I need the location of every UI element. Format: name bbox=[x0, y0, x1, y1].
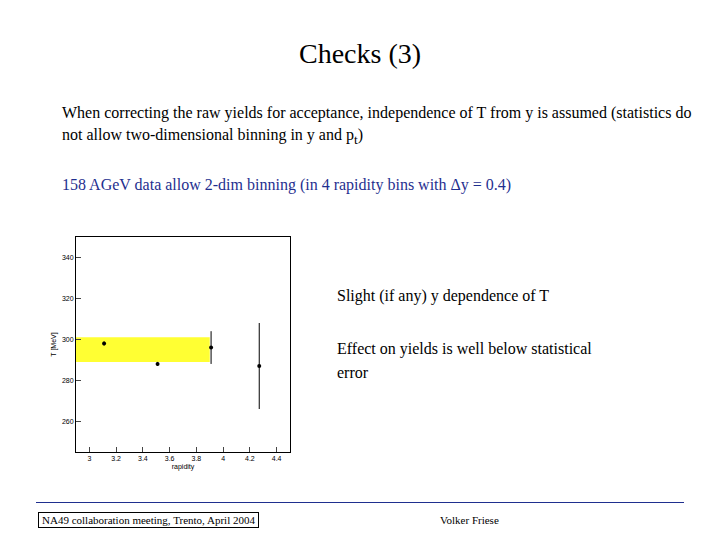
svg-text:280: 280 bbox=[62, 377, 74, 384]
html-text:Effect on yields is well below: Effect on yields is well below statistic… bbox=[337, 340, 592, 381]
svg-text:4: 4 bbox=[221, 455, 225, 462]
svg-text:3: 3 bbox=[87, 455, 91, 462]
html-text:When correcting the raw yields: When correcting the raw yields for accep… bbox=[62, 104, 692, 148]
svg-text:3.4: 3.4 bbox=[138, 455, 148, 462]
html-text:NA49 collaboration meeting, Tr: NA49 collaboration meeting, Trento, Apri… bbox=[42, 514, 255, 526]
svg-text:3.2: 3.2 bbox=[111, 455, 121, 462]
svg-text:340: 340 bbox=[62, 254, 74, 261]
svg-text:rapidity: rapidity bbox=[172, 463, 195, 471]
svg-text:4.4: 4.4 bbox=[272, 455, 282, 462]
html-text:Checks (3): Checks (3) bbox=[299, 38, 421, 69]
svg-text:300: 300 bbox=[62, 336, 74, 343]
html-text:Slight (if any) y dependence o: Slight (if any) y dependence of T bbox=[337, 287, 550, 304]
svg-text:3.6: 3.6 bbox=[165, 455, 175, 462]
html-text:Volker Friese: Volker Friese bbox=[440, 514, 499, 526]
svg-text:260: 260 bbox=[62, 418, 74, 425]
html-text:158 AGeV data allow 2-dim binn: 158 AGeV data allow 2-dim binning (in 4 … bbox=[62, 176, 512, 193]
svg-text:T [MeV]: T [MeV] bbox=[50, 332, 58, 356]
svg-text:4.2: 4.2 bbox=[245, 455, 255, 462]
svg-text:320: 320 bbox=[62, 295, 74, 302]
svg-text:3.8: 3.8 bbox=[192, 455, 202, 462]
